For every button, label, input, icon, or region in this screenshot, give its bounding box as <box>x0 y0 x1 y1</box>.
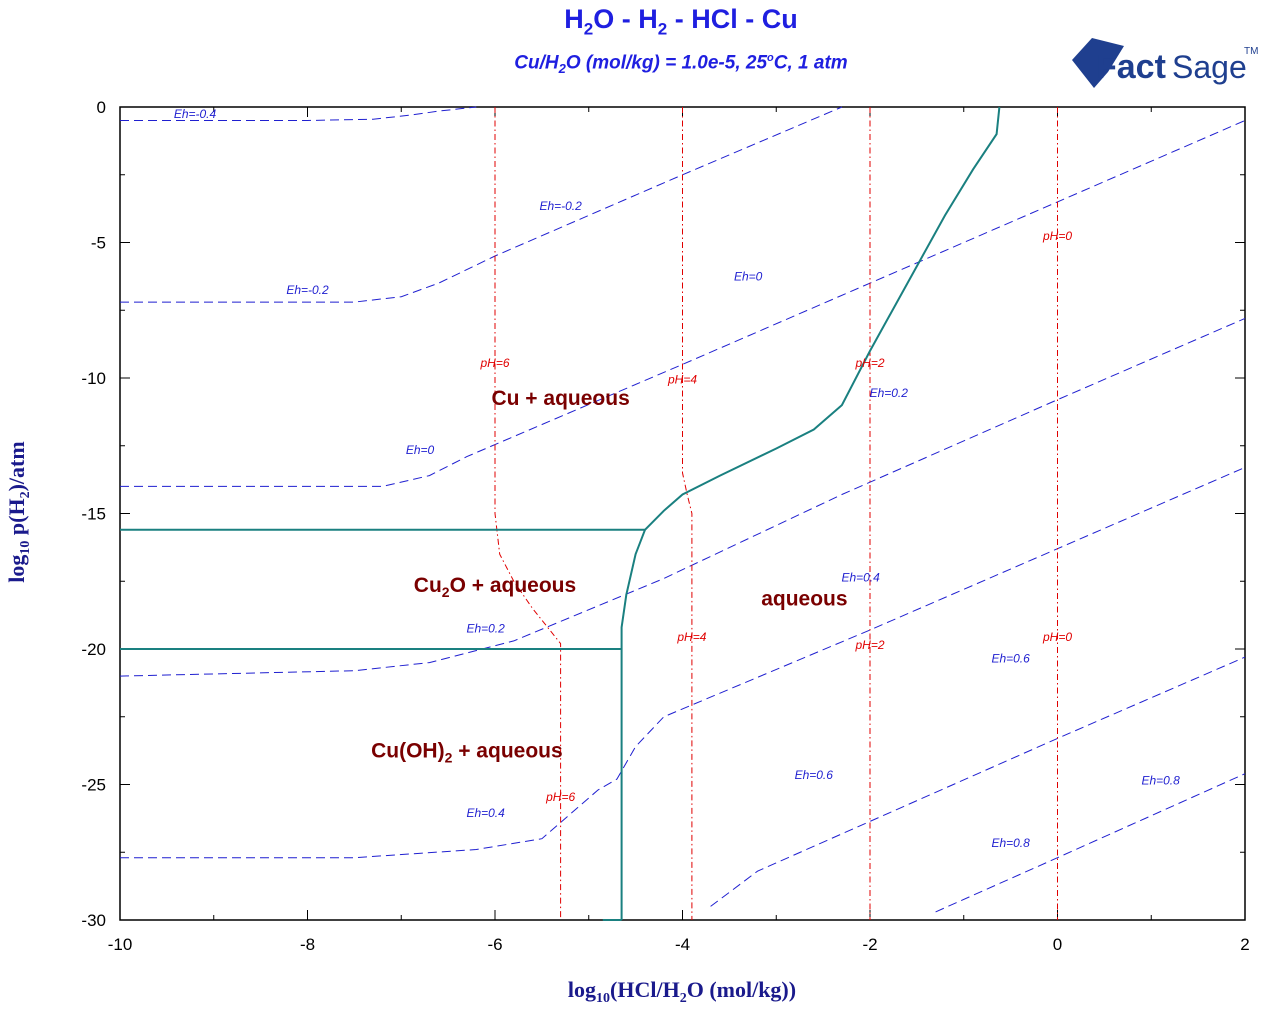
eh-label: Eh=-0.2 <box>539 199 582 213</box>
x-tick-label: 2 <box>1240 935 1249 954</box>
chart-subtitle: Cu/H2O (mol/kg) = 1.0e-5, 25oC, 1 atm <box>514 52 848 77</box>
factsage-logo: Fact Sage TM <box>1072 38 1258 88</box>
y-tick-label: -5 <box>91 234 106 253</box>
line-labels: Eh=-0.4 Eh=-0.2 Eh=-0.2 Eh=0 Eh=0 Eh=0.2 Eh=0.… <box>174 107 1180 850</box>
logo-fact-text: Fact <box>1096 48 1166 86</box>
chart-title: H2O - H2 - HCl - Cu <box>564 4 798 39</box>
ph-label: pH=2 <box>854 356 884 370</box>
region-label-part: + aqueous <box>452 739 562 762</box>
eh-line <box>120 120 1246 487</box>
eh-line <box>120 106 477 121</box>
y-tick-label: 0 <box>97 98 106 117</box>
region-label: Cu + aqueous <box>491 387 629 410</box>
region-label-part: Cu <box>414 574 442 597</box>
x-tick-label: -8 <box>300 935 315 954</box>
region-label-part: Cu(OH) <box>371 739 444 762</box>
x-tick-label: 0 <box>1053 935 1062 954</box>
x-tick-label: -6 <box>487 935 502 954</box>
region-label-part: 2 <box>442 584 450 600</box>
x-tick-label: -2 <box>862 935 877 954</box>
eh-line <box>710 656 1246 907</box>
ph-label: pH=0 <box>1042 630 1072 644</box>
eh-label: Eh=0.8 <box>991 836 1030 850</box>
x-tick-label: -10 <box>108 935 133 954</box>
region-label-part: 2 <box>445 749 453 765</box>
phase-boundaries <box>120 106 1001 921</box>
eh-label: Eh=0.6 <box>991 652 1030 666</box>
eh-label: Eh=0.2 <box>870 386 909 400</box>
y-axis-label: log10 p(H2)/atm <box>4 441 33 582</box>
eh-label: Eh=0.8 <box>1141 774 1180 788</box>
ph-label: pH=6 <box>479 356 509 370</box>
eh-label: Eh=0 <box>406 443 435 457</box>
logo-sage-text: Sage <box>1172 49 1247 85</box>
eh-label: Eh=0.4 <box>466 806 505 820</box>
y-tick-label: -20 <box>81 640 106 659</box>
region-label: Cu2O + aqueous <box>414 574 576 600</box>
eh-label: Eh=0.4 <box>841 570 880 584</box>
eh-label: Eh=0.2 <box>466 622 505 636</box>
y-tick-label: -15 <box>81 505 106 524</box>
logo-cube-icon <box>1072 38 1124 88</box>
ph-line <box>682 107 693 920</box>
ph-label: pH=6 <box>545 790 575 804</box>
region-label-part: O + aqueous <box>450 574 577 597</box>
logo-tm-text: TM <box>1244 46 1258 57</box>
region-label-part: Cu + aqueous <box>491 387 629 410</box>
eh-line <box>935 773 1246 913</box>
phase-boundary-line <box>620 106 1001 920</box>
eh-label: Eh=-0.2 <box>286 283 329 297</box>
eh-label: Eh=0.6 <box>795 768 834 782</box>
y-tick-label: -25 <box>81 776 106 795</box>
ph-label: pH=0 <box>1042 229 1072 243</box>
region-label-part: aqueous <box>761 588 847 611</box>
x-tick-label: -4 <box>675 935 690 954</box>
eh-label: Eh=0 <box>734 269 763 283</box>
ph-label: pH=4 <box>676 630 706 644</box>
y-tick-label: -10 <box>81 369 106 388</box>
eh-line <box>119 317 1246 677</box>
x-axis-label: log10(HCl/H2O (mol/kg)) <box>568 977 796 1006</box>
region-label: Cu(OH)2 + aqueous <box>371 739 563 765</box>
ph-label: pH=4 <box>667 372 697 386</box>
ph-label: pH=2 <box>854 638 884 652</box>
eh-lines <box>119 106 1246 913</box>
eh-label: Eh=-0.4 <box>174 107 217 121</box>
ph-lines <box>494 107 1058 920</box>
region-label: aqueous <box>761 588 847 611</box>
eh-line <box>120 466 1246 859</box>
ph-line <box>494 107 562 920</box>
axis-ticks: -10 -8 -6 -4 -2 0 20-5-10-15-20-25-30 <box>81 98 1249 954</box>
y-tick-label: -30 <box>81 911 106 930</box>
